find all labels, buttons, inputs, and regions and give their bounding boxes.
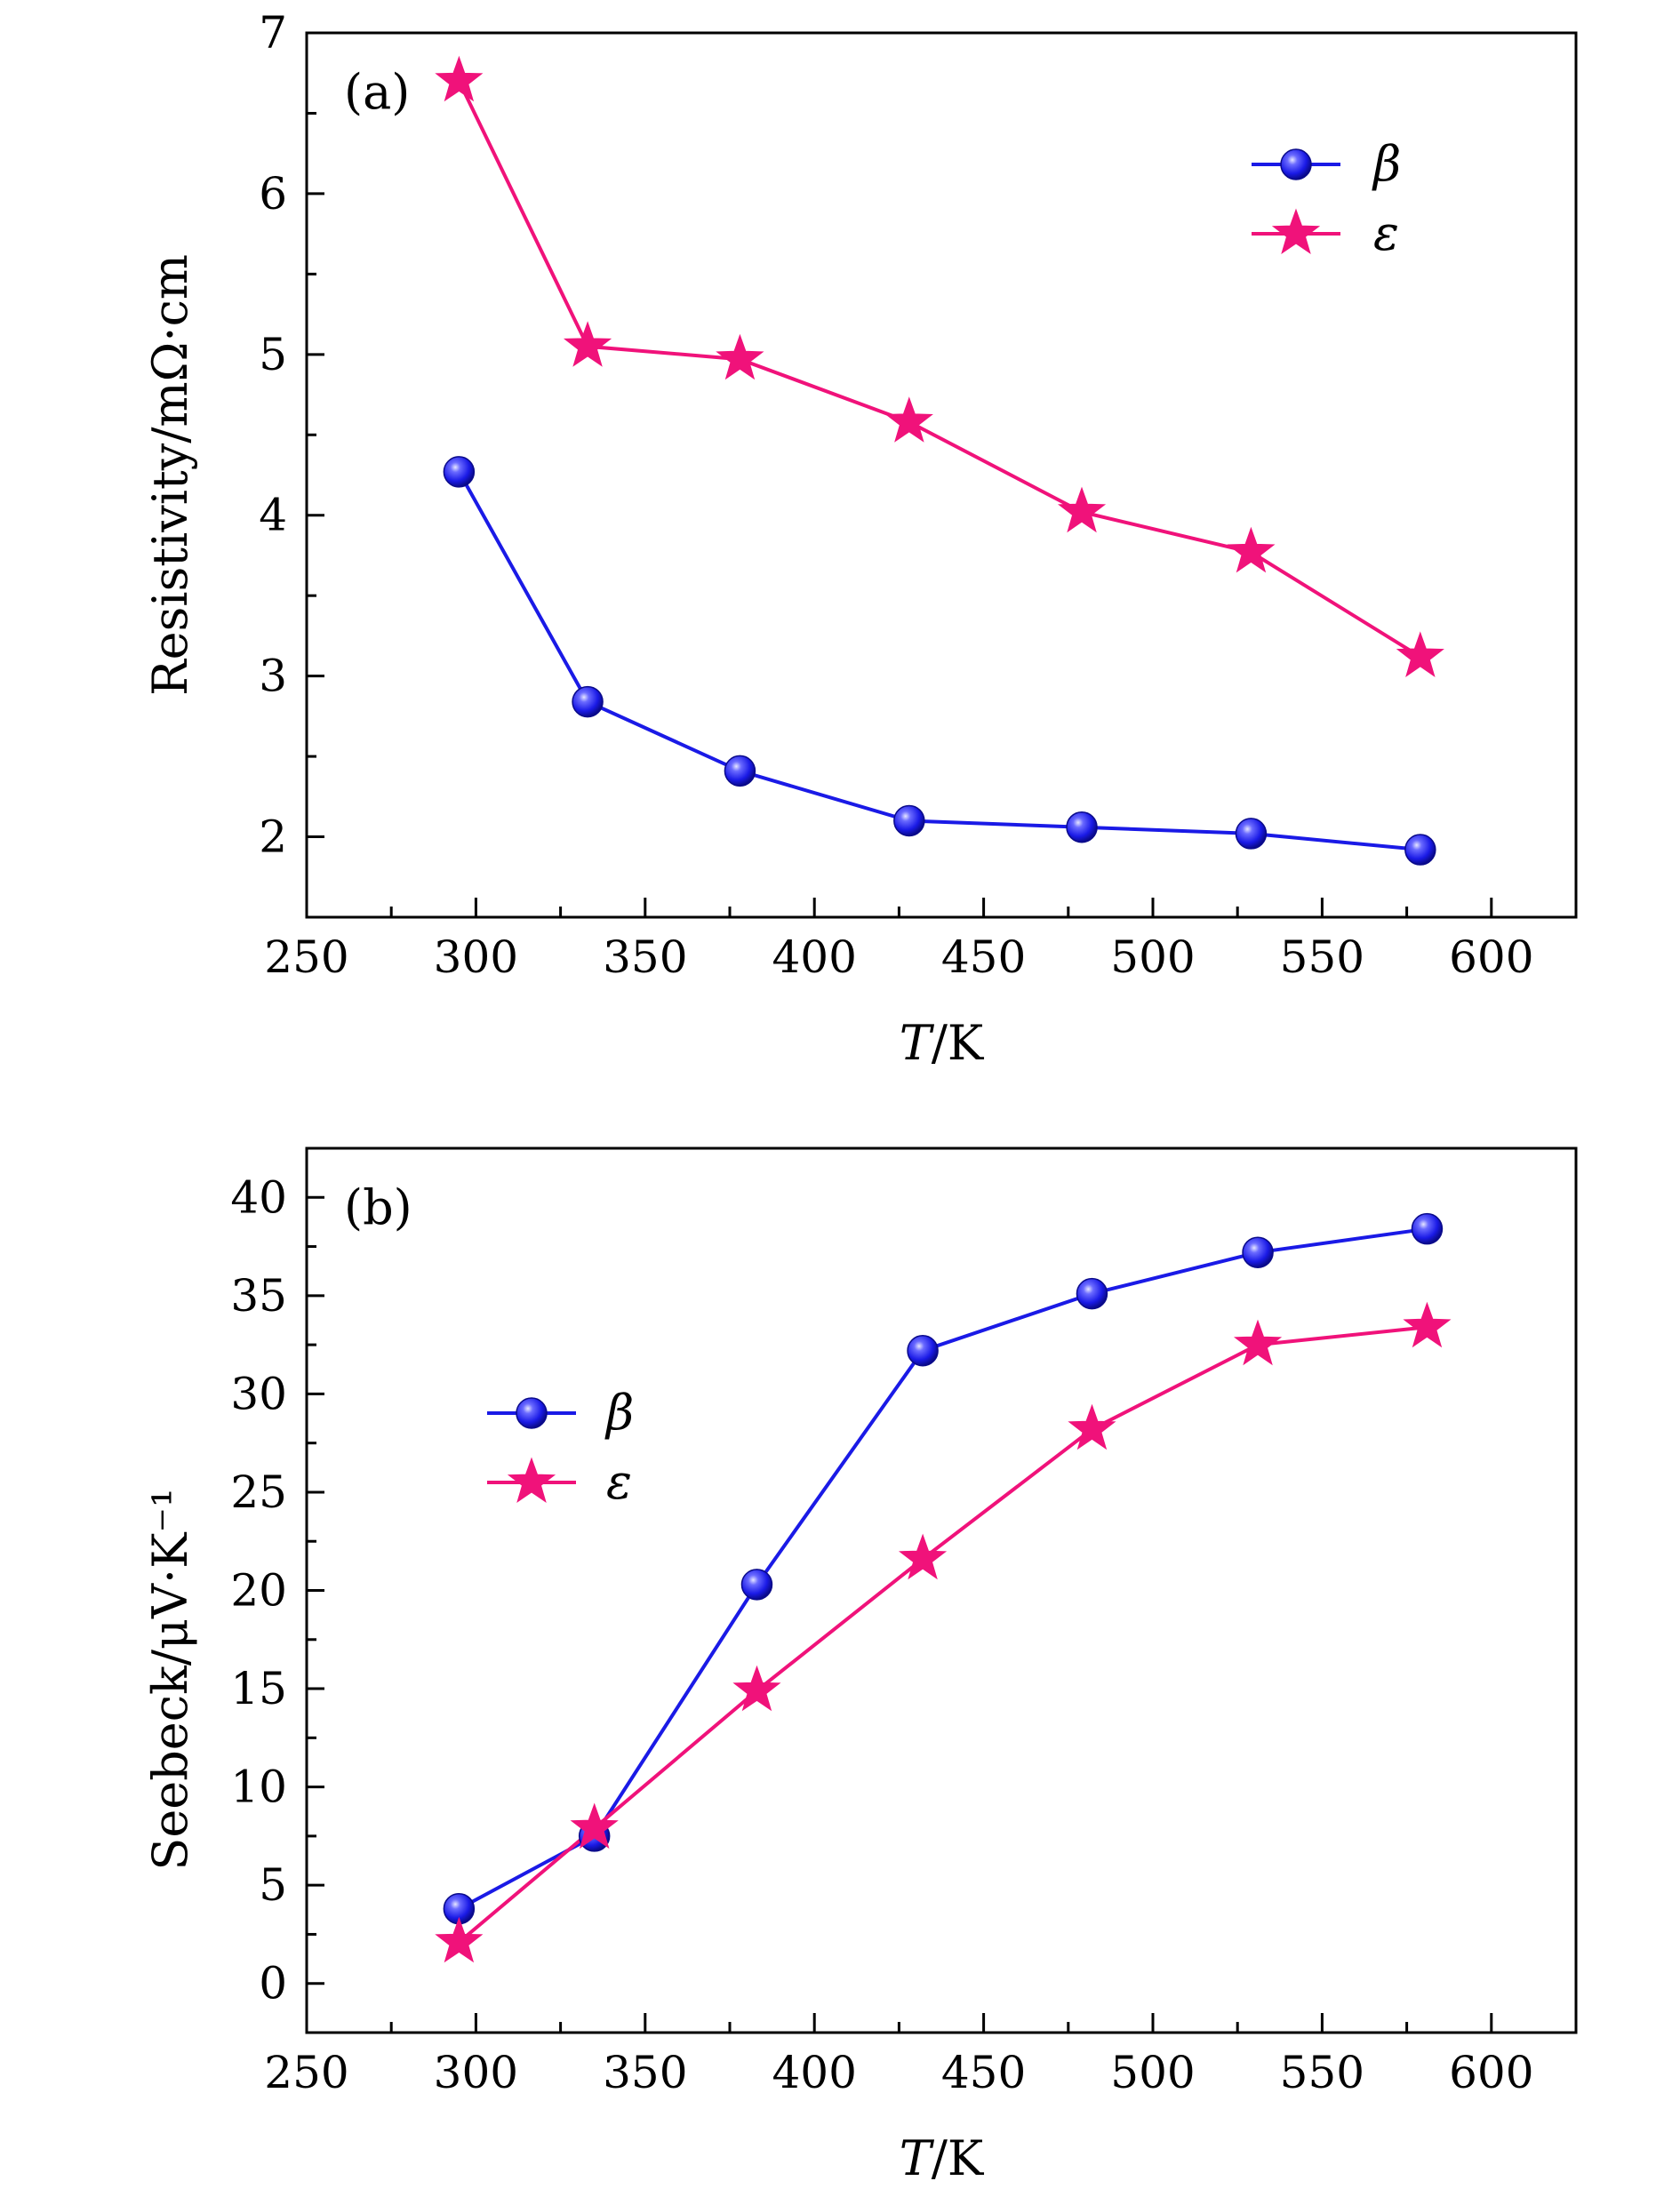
x-tick-label: 250 [264, 2047, 348, 2098]
data-point [740, 1569, 773, 1601]
y-tick-label: 30 [230, 1368, 287, 1419]
data-point [435, 1916, 484, 1963]
series-line [457, 80, 1421, 659]
data-point [443, 456, 476, 488]
y-tick-label: 35 [230, 1270, 287, 1322]
legend-marker [516, 1397, 548, 1429]
y-tick-label: 2 [259, 811, 287, 863]
data-point [1227, 526, 1276, 573]
x-axis-title: T/K [900, 1015, 985, 1071]
data-point [1242, 1236, 1274, 1268]
y-tick-label: 7 [259, 7, 287, 59]
data-point [1233, 1319, 1283, 1366]
legend-label: ε [1373, 205, 1399, 261]
panel-label: (a) [344, 64, 410, 120]
data-point [1396, 631, 1444, 678]
data-point [572, 685, 604, 718]
data-point [1068, 1403, 1116, 1450]
x-tick-label: 300 [434, 931, 518, 983]
x-tick-label: 500 [1110, 931, 1195, 983]
x-tick-label: 300 [434, 2047, 518, 2098]
y-tick-label: 10 [230, 1762, 287, 1813]
data-point [898, 1533, 948, 1580]
x-tick-label: 550 [1280, 2047, 1364, 2098]
legend-marker [1271, 208, 1321, 254]
y-tick-label: 25 [230, 1466, 287, 1518]
plot-frame [305, 31, 1578, 919]
data-point [907, 1334, 939, 1367]
x-tick-label: 500 [1110, 2047, 1195, 2098]
x-tick-label: 600 [1449, 2047, 1533, 2098]
panel-a-resistivity-chart: 250 300 350 400 450 500 550 600 2 3 4 5 6 7 T/K Resisti… [142, 7, 1578, 1071]
data-point [716, 333, 764, 380]
data-point [1235, 818, 1268, 850]
y-tick-label: 15 [230, 1663, 287, 1714]
x-tick-label: 250 [264, 931, 348, 983]
data-point [435, 55, 484, 102]
panel-b-seebeck-chart: 250 300 350 400 450 500 550 600 0 5 10 15 20 25 30 35 40… [142, 1146, 1578, 2186]
legend-label: β [604, 1385, 634, 1441]
data-point [1403, 1301, 1452, 1348]
data-point [1057, 486, 1107, 533]
y-tick-label: 4 [259, 490, 287, 541]
y-tick-label: 20 [230, 1565, 287, 1617]
x-tick-label: 450 [941, 931, 1026, 983]
data-point [884, 396, 933, 443]
x-axis-title: T/K [900, 2130, 985, 2186]
x-tick-label: 450 [941, 2047, 1026, 2098]
data-point [1411, 1212, 1444, 1245]
data-point [893, 804, 925, 837]
legend-label: β [1372, 136, 1401, 192]
data-point [1066, 811, 1098, 843]
y-tick-label: 40 [230, 1171, 287, 1223]
y-axis-title: Seebeck/μV·K⁻¹ [142, 1488, 198, 1870]
y-tick-label: 5 [259, 329, 287, 380]
x-tick-label: 350 [603, 2047, 687, 2098]
series-line [458, 1226, 1428, 1911]
x-tick-label: 400 [772, 2047, 856, 2098]
data-point [732, 1665, 781, 1712]
x-tick-label: 400 [772, 931, 856, 983]
series-line [458, 1325, 1428, 1944]
legend-marker [1280, 148, 1312, 180]
data-point [570, 1802, 619, 1849]
y-tick-label: 0 [259, 1958, 287, 2009]
x-tick-label: 550 [1280, 931, 1364, 983]
x-tick-label: 350 [603, 931, 687, 983]
x-tick-label: 600 [1449, 931, 1533, 983]
y-tick-label: 5 [259, 1859, 287, 1911]
data-point [724, 755, 756, 787]
plot-frame [305, 1146, 1578, 2034]
series-line [457, 470, 1420, 851]
panel-label: (b) [344, 1179, 412, 1235]
data-point [1076, 1277, 1108, 1310]
legend-marker [507, 1457, 556, 1503]
y-axis-title: Resistivity/mΩ·cm [142, 254, 198, 696]
data-point [1404, 834, 1436, 866]
data-point [563, 321, 612, 367]
y-tick-label: 3 [259, 651, 287, 702]
y-tick-label: 6 [259, 168, 287, 220]
legend-label: ε [606, 1454, 632, 1510]
